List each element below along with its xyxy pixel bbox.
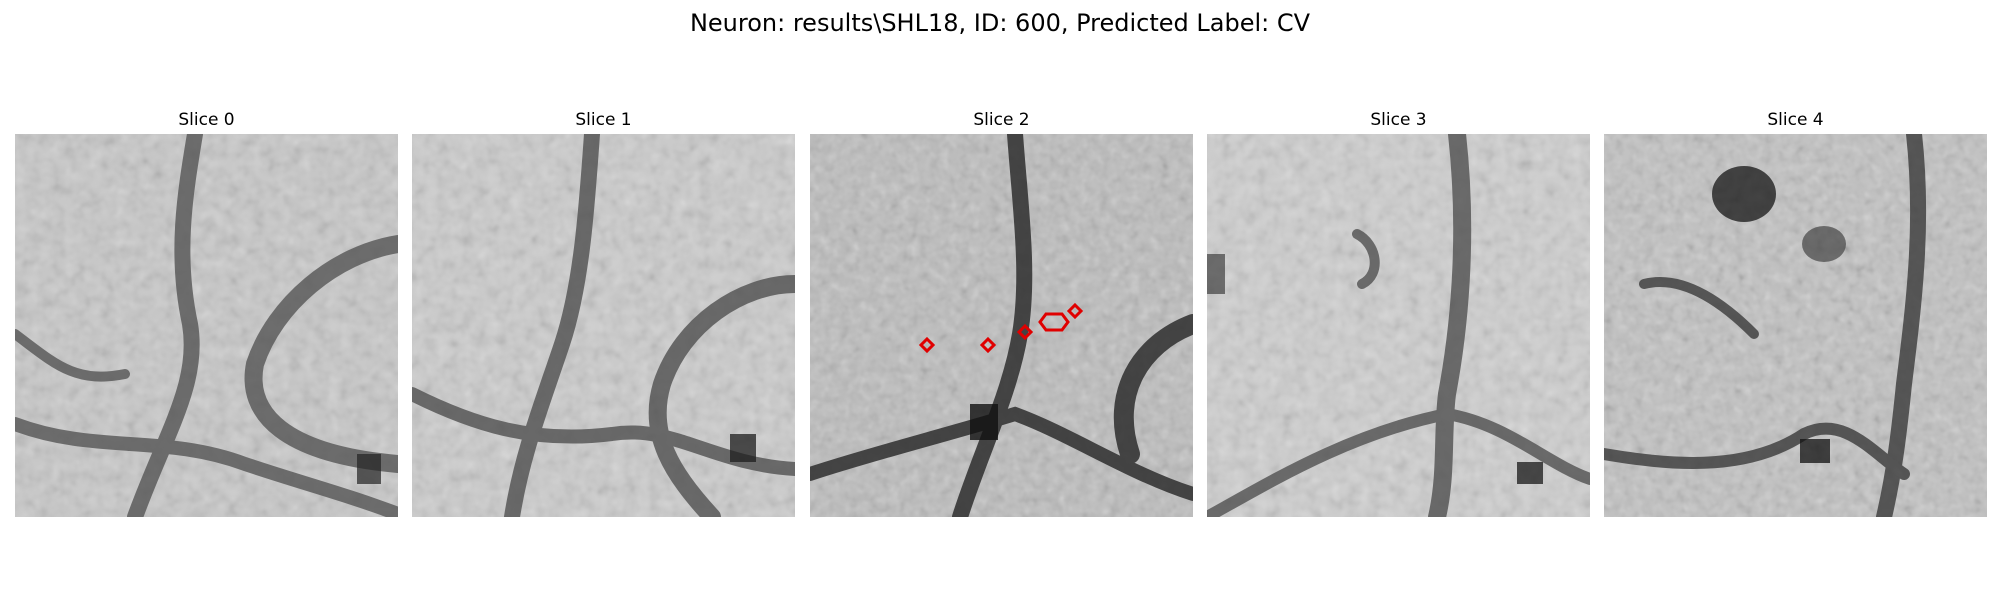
- slice-image-0: [15, 134, 398, 517]
- slice-panel-2: Slice 2: [810, 110, 1193, 517]
- marker-3: [1016, 323, 1034, 341]
- slice-panel-1: Slice 1: [412, 110, 795, 517]
- marker-4: [1038, 312, 1070, 332]
- figure-title: Neuron: results\SHL18, ID: 600, Predicte…: [689, 9, 1311, 37]
- slice-panel-4: Slice 4: [1604, 110, 1987, 517]
- marker-5: [1066, 302, 1084, 320]
- marker-group: [918, 302, 1084, 354]
- slice-title-3: Slice 3: [1370, 110, 1427, 130]
- slice-image-2: [810, 134, 1193, 517]
- slice-image-1: [412, 134, 795, 517]
- slice-panel-3: Slice 3: [1207, 110, 1590, 517]
- slice-image-3: [1207, 134, 1590, 517]
- marker-1: [918, 336, 936, 354]
- slice-image-4: [1604, 134, 1987, 517]
- slice-panel-0: Slice 0: [15, 110, 398, 517]
- slice-title-1: Slice 1: [575, 110, 632, 130]
- slice-title-0: Slice 0: [178, 110, 235, 130]
- slice-title-2: Slice 2: [973, 110, 1030, 130]
- slice-title-4: Slice 4: [1767, 110, 1824, 130]
- marker-2: [979, 336, 997, 354]
